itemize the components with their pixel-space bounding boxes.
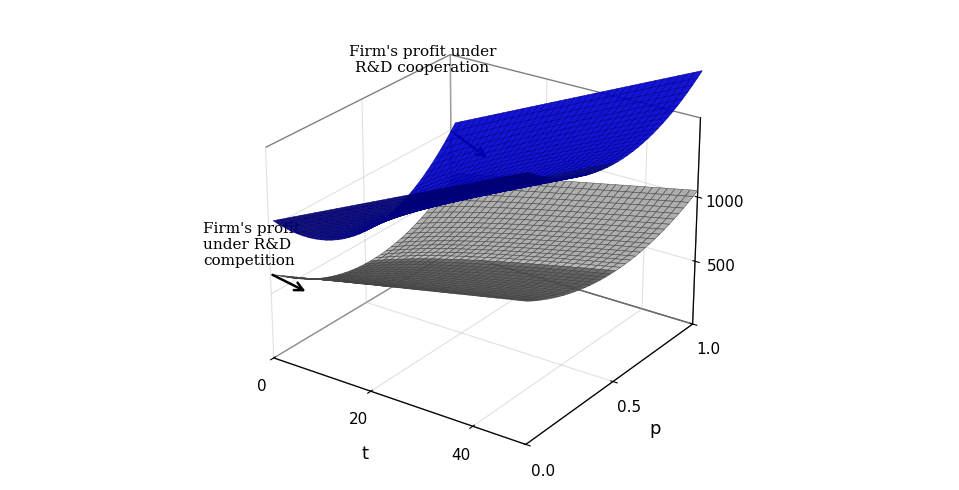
- Text: Firm's profit
under R&D
competition: Firm's profit under R&D competition: [203, 222, 300, 268]
- Text: Firm's profit under
R&D cooperation: Firm's profit under R&D cooperation: [349, 45, 496, 75]
- Y-axis label: p: p: [649, 420, 661, 438]
- X-axis label: t: t: [362, 445, 369, 463]
